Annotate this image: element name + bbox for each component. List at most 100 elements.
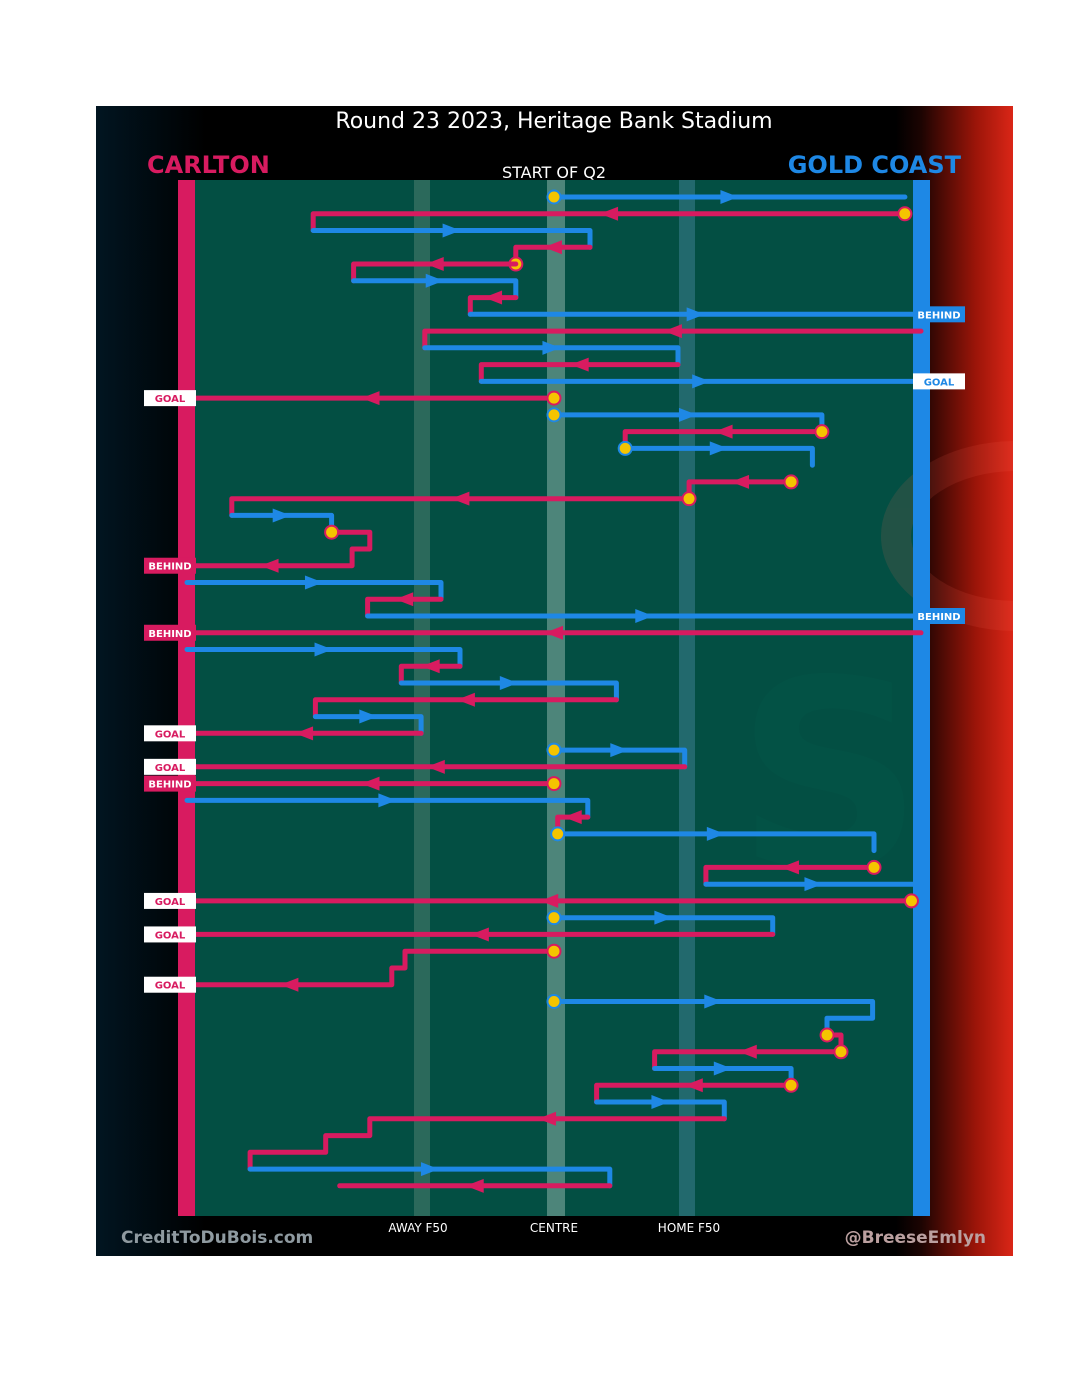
contest-dot [814, 424, 830, 440]
contest-dot [783, 474, 799, 490]
svg-text:S: S [736, 626, 923, 928]
contest-dot [324, 524, 340, 540]
chain-path [422, 345, 681, 368]
chain-arrow [709, 441, 728, 456]
chain-arrow [704, 994, 723, 1009]
chain-path [310, 211, 908, 233]
chain-arrow [706, 826, 725, 841]
team-goldcoast-label: GOLD COAST [788, 151, 962, 179]
chain-arrow [543, 240, 562, 255]
chain-path [398, 663, 463, 686]
chain-path [622, 445, 815, 468]
away-f50-tick: AWAY F50 [388, 1221, 447, 1235]
chain-arrow [420, 1162, 439, 1177]
result-badge [144, 775, 196, 792]
chain-arrow [465, 1178, 484, 1193]
chain-arrow [442, 223, 461, 238]
watermark: S [736, 441, 1013, 928]
chain-arrow [570, 357, 589, 372]
chain-path [247, 1166, 613, 1189]
chain-path [310, 228, 593, 250]
carlton-goal-line [178, 180, 195, 1216]
chain-path [652, 1049, 844, 1071]
chain-arrow [456, 692, 475, 707]
result-label: GOAL [155, 763, 186, 774]
chain-arrow [378, 793, 397, 808]
chain-arrow [780, 860, 799, 875]
chain-arrow [304, 575, 323, 590]
contest-dot [819, 1027, 835, 1043]
chain-arrow [295, 726, 314, 741]
chain-path [555, 831, 877, 854]
chain-path [247, 1116, 727, 1172]
result-badge [144, 926, 196, 943]
chain-arrow [272, 508, 291, 523]
home-f50-band [679, 180, 695, 1216]
credit-right: @BreeseEmlyn [845, 1228, 986, 1248]
chain-arrow [425, 257, 444, 272]
contest-dot [833, 1044, 849, 1060]
chain-path [184, 580, 444, 602]
result-label: GOAL [155, 981, 186, 992]
contest-dot [897, 206, 913, 222]
possession-chains: BEHIND GOAL GOAL BEHIND BEHIND BEHIND GOAL GOAL… [144, 189, 965, 1193]
chain-arrow [359, 709, 378, 724]
chain-arrow [425, 273, 444, 288]
result-label: GOAL [155, 930, 186, 941]
chain-arrow [470, 927, 489, 942]
result-label: BEHIND [148, 562, 191, 573]
chain-arrow [499, 676, 518, 691]
credit-left: CreditToDuBois.com [121, 1228, 313, 1248]
chain-path [422, 328, 924, 351]
chain-arrow [731, 474, 750, 489]
chain-arrow [540, 893, 559, 908]
chain-path [594, 1099, 727, 1122]
result-badge [144, 624, 196, 641]
result-badge [144, 725, 196, 742]
chain-path [351, 261, 519, 284]
result-badge [144, 557, 196, 574]
result-label: BEHIND [148, 780, 191, 791]
contest-dot [546, 910, 562, 926]
chain-path [184, 647, 463, 669]
contest-dot [546, 742, 562, 758]
result-label: BEHIND [917, 612, 960, 623]
chain-path [312, 714, 424, 736]
chain-arrow [651, 1095, 670, 1110]
contest-dot [546, 407, 562, 423]
home-f50-tick: HOME F50 [658, 1221, 720, 1235]
chain-path [594, 1082, 794, 1105]
chain-arrow [260, 558, 279, 573]
result-badge [144, 976, 196, 993]
possession-chain-chart: S Round 23 2023, Heritage Bank Stadium C… [121, 109, 1013, 1248]
chain-arrow [545, 625, 563, 640]
chain-arrow [654, 910, 673, 925]
chain-arrow [610, 743, 629, 758]
result-badge [913, 373, 965, 390]
chain-arrow [663, 324, 682, 339]
chain-arrow [692, 374, 711, 389]
chain-arrow [563, 810, 582, 825]
result-label: GOAL [924, 377, 955, 388]
result-badge [913, 306, 965, 323]
chain-path [184, 948, 557, 988]
contest-dot [546, 390, 562, 406]
chain-path [312, 697, 619, 720]
contest-dot [546, 993, 562, 1009]
result-badge [913, 608, 965, 624]
chain-arrow [804, 877, 823, 892]
chain-arrow [600, 206, 619, 221]
contest-dot [546, 776, 562, 792]
contest-dot [903, 893, 919, 909]
result-label: GOAL [155, 897, 186, 908]
chain-arrow [684, 1078, 703, 1093]
result-badge [144, 892, 196, 909]
chain-arrow [542, 340, 561, 355]
chain-path [551, 747, 688, 770]
chart-title: Round 23 2023, Heritage Bank Stadium [335, 109, 772, 134]
chain-arrow [538, 1111, 557, 1126]
chain-arrow [395, 592, 414, 607]
chain-arrow [738, 1044, 757, 1059]
chain-path [703, 864, 877, 887]
chain-arrow [678, 407, 697, 422]
